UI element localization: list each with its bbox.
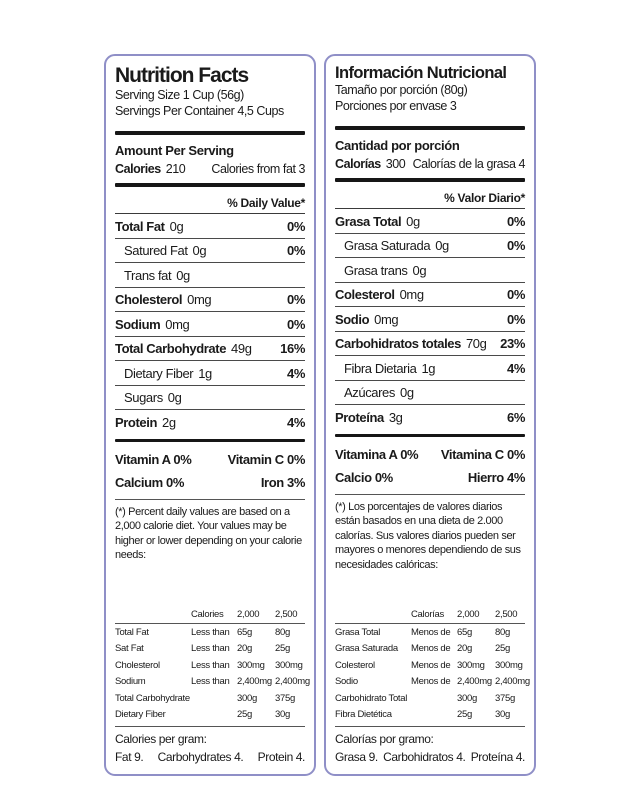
reference-table-row: Grasa Saturada Menos de 20g 25g <box>335 643 510 655</box>
vitamin-row: Calcium 0% Iron 3% <box>115 474 305 490</box>
vitamins-section: Vitamina A 0% Vitamina C 0% Calcio 0% Hier… <box>335 441 525 495</box>
reference-table-row: Fibra Dietética 25g 30g <box>335 709 510 721</box>
thick-divider <box>335 178 525 183</box>
reference-table-row: Total Fat Less than 65g 80g <box>115 626 290 638</box>
daily-value-header: % Valor Diario* <box>335 187 525 210</box>
daily-value-header: % Daily Value* <box>115 192 305 215</box>
nutrient-row-dietary-fiber: Dietary Fiber 1g 4% <box>115 361 305 386</box>
nutrition-label-spanish: Información Nutricional Tamaño por porci… <box>324 54 536 776</box>
servings-per-container-line: Servings Per Container 4,5 Cups <box>115 104 284 119</box>
nutrient-row-protein: Proteína 3g 6% <box>335 409 525 425</box>
calories-per-gram-label: Calorías por gramo: <box>335 732 434 746</box>
label-title: Información Nutricional <box>335 64 507 82</box>
nutrient-row-total-carbohydrate: Carbohidratos totales 70g 23% <box>335 332 525 357</box>
calories-row: Calorías 300 Calorías de la grasa 4 <box>335 155 525 174</box>
medium-divider <box>115 438 305 442</box>
reference-table-row: Sodium Less than 2,400mg 2,400mg <box>115 676 310 688</box>
nutrient-row-total-fat: Total Fat 0g 0% <box>115 214 305 239</box>
vitamin-row: Vitamin A 0% Vitamin C 0% <box>115 451 305 467</box>
nutrient-row-sugars: Sugars 0g <box>115 386 305 411</box>
calories-per-gram-values: Fat 9. Carbohydrates 4. Protein 4. <box>115 750 305 764</box>
servings-per-container-line: Porciones por envase 3 <box>335 99 457 114</box>
vitamins-section: Vitamin A 0% Vitamin C 0% Calcium 0% Iron … <box>115 446 305 500</box>
nutrient-row-sodium: Sodium 0mg 0% <box>115 312 305 337</box>
nutrient-row-sodium: Sodio 0mg 0% <box>335 307 525 332</box>
reference-table-row: Dietary Fiber 25g 30g <box>115 709 290 721</box>
amount-per-serving-header: Cantidad por porción <box>335 138 460 154</box>
serving-size-line: Tamaño por porción (80g) <box>335 83 468 98</box>
thick-divider <box>115 131 305 136</box>
reference-section: Calorías 2,000 2,500 Grasa Total Menos de… <box>335 607 530 764</box>
medium-divider <box>335 433 525 437</box>
calories-label-value: Calorías 300 <box>335 157 406 172</box>
reference-table-row: Sat Fat Less than 20g 25g <box>115 643 290 655</box>
nutrient-row-trans-fat: Trans fat 0g <box>115 263 305 288</box>
thick-divider <box>115 183 305 188</box>
footnote: (*) Percent daily values are based on a … <box>115 505 302 562</box>
vitamin-row: Calcio 0% Hierro 4% <box>335 469 525 485</box>
serving-size-line: Serving Size 1 Cup (56g) <box>115 88 244 103</box>
calories-from-fat: Calorías de la grasa 4 <box>412 157 526 172</box>
calories-from-fat: Calories from fat 3 <box>211 162 305 177</box>
thick-divider <box>335 126 525 131</box>
nutrient-row-sugars: Azúcares 0g <box>335 381 525 406</box>
nutrition-labels-container: Nutrition Facts Serving Size 1 Cup (56g)… <box>104 54 536 776</box>
reference-table: Calorías 2,000 2,500 Grasa Total Menos de… <box>335 607 530 727</box>
reference-section: Calories 2,000 2,500 Total Fat Less than 6… <box>115 607 310 764</box>
nutrient-row-cholesterol: Cholesterol 0mg 0% <box>115 288 305 313</box>
reference-table-row: Cholesterol Less than 300mg 300mg <box>115 659 303 671</box>
reference-table-row: Total Carbohydrate 300g 375g <box>115 692 295 704</box>
reference-table-row: Colesterol Menos de 300mg 300mg <box>335 659 523 671</box>
nutrient-row-dietary-fiber: Fibra Dietaria 1g 4% <box>335 356 525 381</box>
label-title: Nutrition Facts <box>115 64 249 87</box>
vitamin-row: Vitamina A 0% Vitamina C 0% <box>335 446 525 462</box>
calories-per-gram-values: Grasa 9. Carbohidratos 4. Proteína 4. <box>335 750 525 764</box>
nutrient-row-trans-fat: Grasa trans 0g <box>335 258 525 283</box>
nutrient-row-protein: Protein 2g 4% <box>115 414 305 430</box>
nutrient-row-total-fat: Grasa Total 0g 0% <box>335 209 525 234</box>
reference-table-row: Sodio Menos de 2,400mg 2,400mg <box>335 676 530 688</box>
nutrient-row-cholesterol: Colesterol 0mg 0% <box>335 283 525 308</box>
nutrient-row-saturated-fat: Satured Fat 0g 0% <box>115 239 305 264</box>
reference-table-header: Calorías 2,000 2,500 <box>335 607 525 624</box>
calories-row: Calories 210 Calories from fat 3 <box>115 160 305 179</box>
reference-table: Calories 2,000 2,500 Total Fat Less than 6… <box>115 607 310 727</box>
calories-per-gram-label: Calories per gram: <box>115 732 207 746</box>
reference-table-row: Grasa Total Menos de 65g 80g <box>335 626 510 638</box>
nutrient-row-total-carbohydrate: Total Carbohydrate 49g 16% <box>115 337 305 362</box>
footnote: (*) Los porcentajes de valores diarios e… <box>335 500 521 571</box>
reference-table-row: Carbohidrato Total 300g 375g <box>335 692 515 704</box>
nutrient-row-saturated-fat: Grasa Saturada 0g 0% <box>335 234 525 259</box>
nutrition-label-english: Nutrition Facts Serving Size 1 Cup (56g)… <box>104 54 316 776</box>
reference-table-header: Calories 2,000 2,500 <box>115 607 305 624</box>
amount-per-serving-header: Amount Per Serving <box>115 143 234 159</box>
calories-label-value: Calories 210 <box>115 162 186 177</box>
